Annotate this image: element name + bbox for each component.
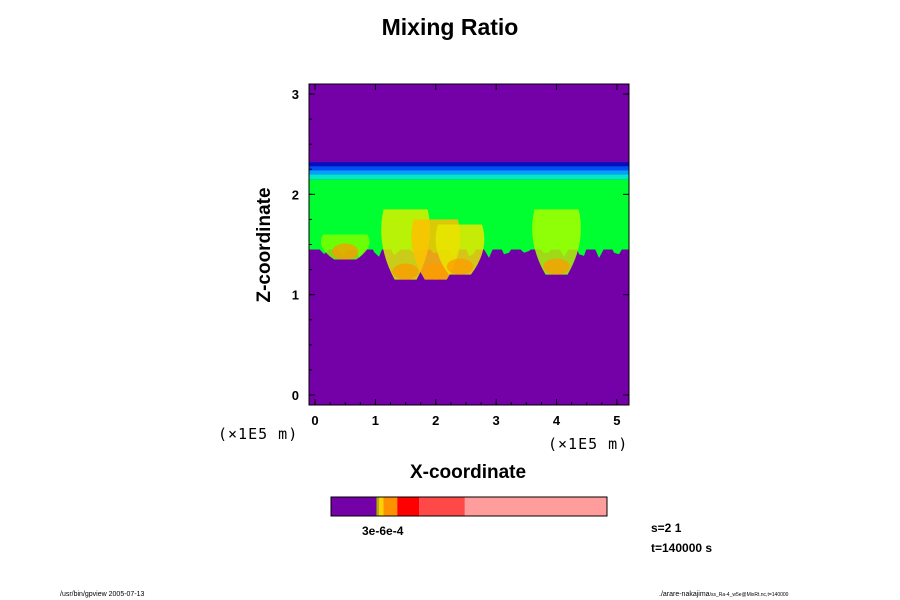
x-tick-label-0: 0 — [311, 413, 318, 428]
chart-title: Mixing Ratio — [381, 14, 519, 40]
plume-core-3 — [446, 258, 474, 275]
plume-3 — [435, 224, 485, 275]
z-tick-label-1: 1 — [292, 288, 299, 303]
colorbar — [330, 496, 608, 517]
colorbar-segment-3 — [383, 497, 398, 516]
colorbar-segment-2 — [379, 497, 384, 516]
z-tick-label-0: 0 — [292, 388, 299, 403]
colorbar-segment-4 — [397, 497, 420, 516]
plume-core-0 — [332, 243, 359, 260]
axes: 0 1 2 3 4 5 0 1 2 3 — [292, 84, 629, 428]
colorbar-frame — [330, 496, 608, 517]
x-unit-label: (×1E5 m) — [548, 435, 628, 453]
x-tick-label-2: 2 — [432, 413, 439, 428]
heatmap-layer-0 — [309, 162, 629, 167]
z-unit-label: (×1E5 m) — [218, 425, 298, 443]
heatmap-layer-1 — [309, 166, 629, 171]
heatmap-layer-2 — [309, 170, 629, 175]
footer-right-small: /ss_Ra-4_w5e@MixRt.nc,t=140000 — [710, 592, 789, 598]
s-annotation: s=2 1 — [651, 521, 682, 535]
x-tick-label-1: 1 — [372, 413, 379, 428]
colorbar-segment-0 — [331, 497, 377, 516]
heatmap-layer-3 — [309, 174, 629, 180]
colorbar-segment-1 — [376, 497, 380, 516]
footer-right: ./arare-nakajima/ss_Ra-4_w5e@MixRt.nc,t=… — [659, 591, 789, 598]
plume-core-2 — [422, 263, 449, 280]
footer-right-main: ./arare-nakajima — [659, 591, 710, 598]
footer-left: /usr/bin/gpview 2005-07-13 — [60, 591, 145, 598]
x-tick-label-3: 3 — [493, 413, 500, 428]
z-tick-label-2: 2 — [292, 187, 299, 202]
plume-4 — [532, 209, 581, 275]
x-tick-label-5: 5 — [613, 413, 620, 428]
colorbar-segment-5 — [419, 497, 465, 516]
z-axis-label: Z-coordinate — [254, 187, 275, 302]
x-tick-label-4: 4 — [553, 413, 561, 428]
plot-area — [309, 84, 629, 405]
colorbar-segment-6 — [464, 497, 607, 516]
x-axis-label: X-coordinate — [410, 462, 526, 483]
plume-core-1 — [392, 263, 419, 280]
z-tick-label-3: 3 — [292, 87, 299, 102]
plume-core-4 — [543, 258, 570, 275]
t-annotation: t=140000 s — [651, 541, 712, 555]
colorbar-label: 3e-6e-4 — [362, 524, 404, 538]
